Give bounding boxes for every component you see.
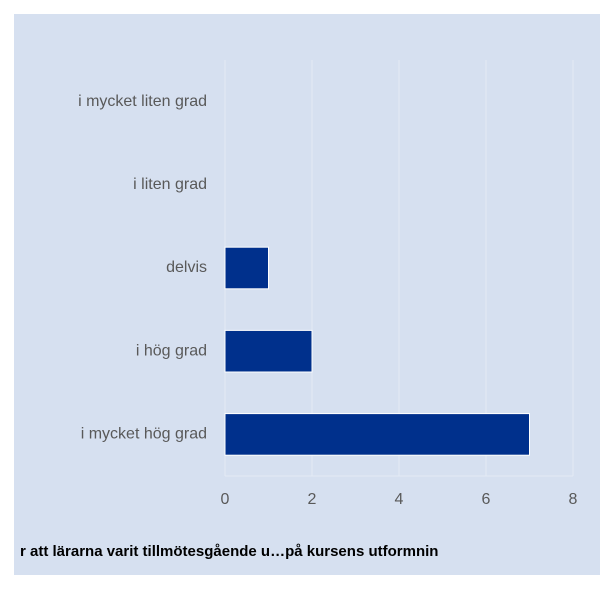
bar	[224, 413, 530, 456]
x-tick-label: 8	[569, 491, 578, 508]
y-tick-label: i mycket liten grad	[78, 93, 207, 110]
x-tick-label: 4	[395, 491, 404, 508]
x-tick-label: 0	[221, 491, 230, 508]
y-tick-label: i liten grad	[133, 176, 207, 193]
x-tick-label: 2	[308, 491, 317, 508]
bar	[224, 329, 313, 373]
panel	[14, 14, 600, 575]
y-tick-label: i mycket hög grad	[81, 426, 207, 443]
bar	[224, 246, 269, 290]
y-tick-label: delvis	[166, 259, 207, 276]
x-axis-label: r att lärarna varit tillmötesgående u…på…	[20, 543, 438, 560]
x-tick-label: 6	[482, 491, 491, 508]
y-tick-label: i hög grad	[136, 342, 207, 359]
